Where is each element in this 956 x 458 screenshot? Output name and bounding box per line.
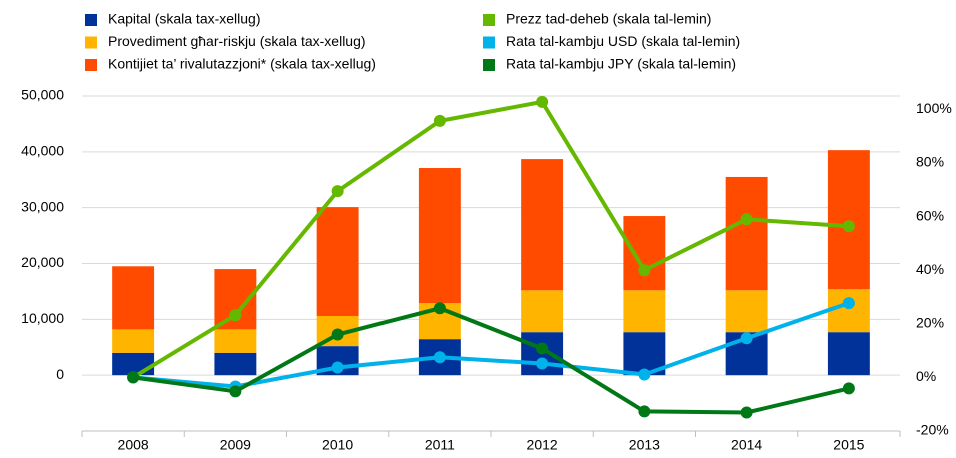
- y2-tick-label: 100%: [916, 100, 952, 116]
- y2-tick-label: 20%: [916, 315, 944, 331]
- bar-segment: [725, 176, 768, 291]
- y-tick-label: 20,000: [21, 254, 64, 270]
- bar-segment: [112, 329, 155, 353]
- x-tick-label: 2014: [731, 437, 762, 453]
- line-marker: [229, 309, 242, 322]
- y-tick-label: 40,000: [21, 143, 64, 159]
- line-marker: [433, 302, 446, 315]
- x-tick-label: 2012: [527, 437, 558, 453]
- line: [132, 99, 850, 380]
- line-marker: [740, 332, 753, 345]
- legend-swatch: [85, 36, 97, 49]
- bar-segment: [623, 216, 666, 291]
- bar-segment: [521, 159, 564, 291]
- line-marker: [229, 385, 242, 398]
- line-marker: [433, 114, 446, 127]
- bar-segment: [827, 289, 870, 333]
- legend-label: Prezz tad-deheb (skala tal-lemin): [506, 11, 711, 27]
- line-marker: [842, 297, 855, 310]
- bar-segment: [521, 290, 564, 333]
- x-tick-label: 2013: [629, 437, 660, 453]
- legend-swatch: [483, 14, 495, 26]
- legend-swatch: [483, 36, 495, 49]
- line-marker: [433, 351, 446, 364]
- line-marker: [842, 382, 855, 395]
- line-marker: [331, 328, 344, 341]
- line-marker: [842, 220, 855, 233]
- legend-label: Kapital (skala tax-xellug): [108, 11, 261, 27]
- line-marker: [127, 371, 140, 384]
- x-tick-label: 2015: [833, 437, 864, 453]
- x-tick-label: 2009: [220, 437, 251, 453]
- line-marker: [740, 213, 753, 226]
- legend-swatch: [85, 14, 97, 26]
- bar-segment: [418, 168, 461, 304]
- legend-swatch: [483, 59, 495, 71]
- bar-segment: [725, 290, 768, 333]
- bar-segment: [316, 207, 359, 316]
- line: [132, 306, 850, 415]
- x-tick-label: 2010: [322, 437, 353, 453]
- line-marker: [638, 264, 651, 277]
- legend-label: Rata tal-kambju JPY (skala tal-lemin): [506, 56, 736, 72]
- y2-tick-label: 80%: [916, 154, 944, 170]
- bar-segment: [214, 329, 257, 353]
- bar-segment: [112, 266, 155, 330]
- line-marker: [536, 357, 549, 370]
- x-tick-label: 2011: [425, 437, 455, 453]
- line-marker: [536, 95, 549, 108]
- y-tick-label: 10,000: [21, 310, 64, 326]
- line-marker: [331, 361, 344, 374]
- y-tick-label: 30,000: [21, 198, 64, 214]
- line-marker: [740, 406, 753, 419]
- legend-label: Kontijiet ta’ rivalutazzjoni* (skala tax…: [108, 56, 376, 72]
- line-marker: [638, 368, 651, 381]
- y-tick-label: 0: [56, 366, 64, 382]
- y2-tick-label: -20%: [916, 422, 949, 438]
- legend-label: Rata tal-kambju USD (skala tal-lemin): [506, 33, 740, 49]
- bar-segment: [214, 352, 257, 376]
- line-marker: [638, 405, 651, 418]
- legend-label: Provediment għar-riskju (skala tax-xellu…: [108, 33, 366, 49]
- line-marker: [536, 342, 549, 355]
- y2-tick-label: 60%: [916, 207, 944, 223]
- legend-swatch: [85, 59, 97, 71]
- y2-tick-label: 0%: [916, 368, 936, 384]
- bar-segment: [827, 150, 870, 290]
- y-tick-label: 50,000: [21, 87, 64, 103]
- line-marker: [331, 185, 344, 198]
- bar-segment: [623, 290, 666, 333]
- bar-segment: [827, 332, 870, 376]
- y2-tick-label: 40%: [916, 261, 944, 277]
- x-tick-label: 2008: [118, 437, 149, 453]
